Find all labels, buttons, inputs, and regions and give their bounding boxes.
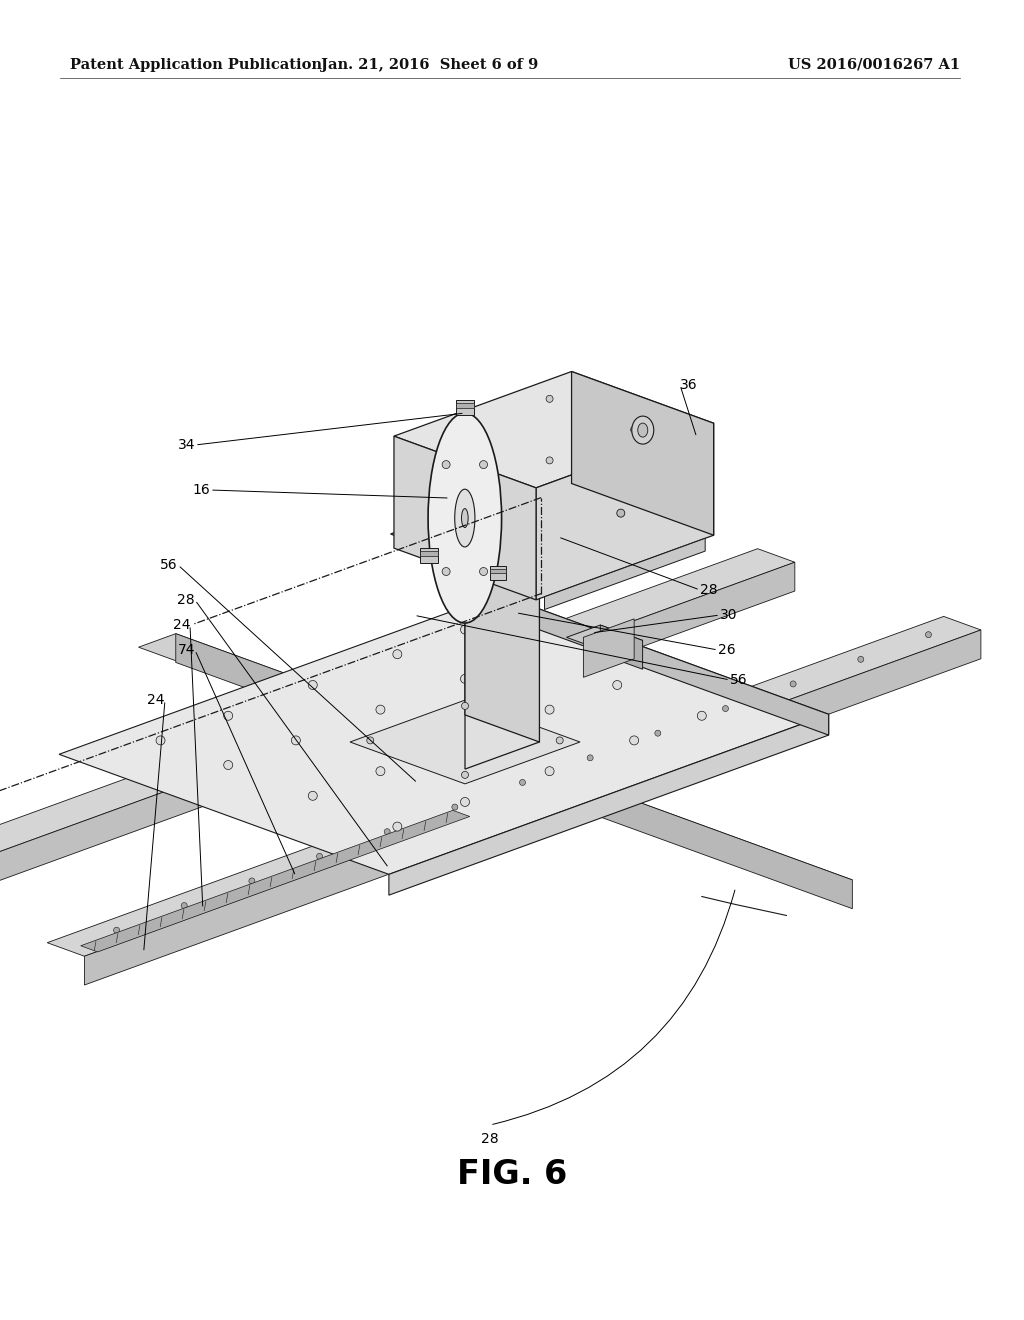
Circle shape bbox=[612, 681, 622, 689]
Circle shape bbox=[546, 395, 553, 403]
Polygon shape bbox=[490, 566, 506, 579]
Ellipse shape bbox=[455, 490, 475, 546]
Polygon shape bbox=[456, 400, 474, 416]
Polygon shape bbox=[47, 616, 981, 956]
Circle shape bbox=[249, 878, 255, 884]
Polygon shape bbox=[390, 507, 540, 561]
Text: Patent Application Publication: Patent Application Publication bbox=[70, 58, 322, 73]
Circle shape bbox=[528, 649, 538, 659]
Polygon shape bbox=[465, 507, 540, 742]
Ellipse shape bbox=[428, 413, 502, 623]
Text: 36: 36 bbox=[680, 378, 697, 392]
Circle shape bbox=[462, 771, 469, 779]
Polygon shape bbox=[138, 634, 852, 894]
Circle shape bbox=[479, 461, 487, 469]
Text: 28: 28 bbox=[481, 1133, 499, 1146]
Polygon shape bbox=[456, 403, 474, 408]
Circle shape bbox=[393, 822, 401, 832]
Polygon shape bbox=[584, 619, 634, 677]
Text: 24: 24 bbox=[172, 618, 190, 632]
Circle shape bbox=[462, 426, 469, 433]
Ellipse shape bbox=[462, 508, 468, 528]
Polygon shape bbox=[600, 626, 643, 669]
Polygon shape bbox=[571, 371, 714, 535]
Circle shape bbox=[461, 626, 469, 634]
Text: Jan. 21, 2016  Sheet 6 of 9: Jan. 21, 2016 Sheet 6 of 9 bbox=[322, 58, 539, 73]
Circle shape bbox=[367, 737, 374, 744]
Circle shape bbox=[308, 681, 317, 689]
Text: 28: 28 bbox=[177, 593, 195, 607]
Circle shape bbox=[393, 649, 401, 659]
Circle shape bbox=[452, 804, 458, 810]
Circle shape bbox=[461, 675, 469, 684]
Circle shape bbox=[384, 829, 390, 834]
Text: 30: 30 bbox=[720, 609, 737, 622]
Text: 24: 24 bbox=[147, 693, 165, 708]
Polygon shape bbox=[394, 371, 714, 488]
Circle shape bbox=[519, 779, 525, 785]
Text: 26: 26 bbox=[718, 643, 735, 657]
Circle shape bbox=[697, 711, 707, 721]
Circle shape bbox=[631, 426, 638, 433]
Circle shape bbox=[442, 461, 451, 469]
Polygon shape bbox=[0, 549, 795, 888]
Ellipse shape bbox=[632, 416, 653, 444]
Circle shape bbox=[114, 927, 120, 933]
Polygon shape bbox=[394, 436, 536, 599]
Circle shape bbox=[316, 853, 323, 859]
Polygon shape bbox=[465, 535, 540, 770]
Circle shape bbox=[223, 711, 232, 721]
Circle shape bbox=[791, 681, 796, 686]
Text: 56: 56 bbox=[161, 558, 178, 572]
Circle shape bbox=[308, 791, 317, 800]
Circle shape bbox=[376, 767, 385, 776]
Polygon shape bbox=[545, 539, 706, 610]
Polygon shape bbox=[59, 594, 828, 874]
Circle shape bbox=[479, 568, 487, 576]
Text: 16: 16 bbox=[193, 483, 210, 498]
Polygon shape bbox=[420, 550, 437, 556]
Polygon shape bbox=[0, 562, 795, 917]
Circle shape bbox=[858, 656, 864, 663]
Circle shape bbox=[926, 632, 932, 638]
Circle shape bbox=[156, 737, 165, 744]
Circle shape bbox=[723, 706, 728, 711]
Polygon shape bbox=[81, 810, 470, 952]
Polygon shape bbox=[176, 634, 852, 908]
Polygon shape bbox=[350, 700, 580, 784]
Polygon shape bbox=[536, 424, 714, 599]
Text: 74: 74 bbox=[177, 643, 195, 657]
Polygon shape bbox=[389, 714, 828, 895]
Circle shape bbox=[223, 760, 232, 770]
Circle shape bbox=[181, 903, 187, 908]
Circle shape bbox=[442, 568, 451, 576]
Polygon shape bbox=[420, 548, 437, 564]
Circle shape bbox=[545, 705, 554, 714]
Text: 28: 28 bbox=[700, 583, 718, 597]
Polygon shape bbox=[490, 569, 506, 573]
Circle shape bbox=[376, 705, 385, 714]
Polygon shape bbox=[499, 594, 828, 735]
Circle shape bbox=[461, 797, 469, 807]
Circle shape bbox=[546, 457, 553, 463]
Polygon shape bbox=[84, 630, 981, 985]
Circle shape bbox=[545, 767, 554, 776]
Polygon shape bbox=[566, 626, 643, 652]
Ellipse shape bbox=[638, 424, 648, 437]
Text: 56: 56 bbox=[730, 673, 748, 686]
Text: 34: 34 bbox=[177, 438, 195, 451]
Circle shape bbox=[654, 730, 660, 737]
Circle shape bbox=[556, 737, 563, 744]
Circle shape bbox=[587, 755, 593, 760]
Circle shape bbox=[616, 510, 625, 517]
Circle shape bbox=[630, 737, 639, 744]
Circle shape bbox=[462, 702, 469, 709]
Circle shape bbox=[292, 737, 300, 744]
Text: US 2016/0016267 A1: US 2016/0016267 A1 bbox=[787, 58, 961, 73]
Text: FIG. 6: FIG. 6 bbox=[457, 1159, 567, 1192]
